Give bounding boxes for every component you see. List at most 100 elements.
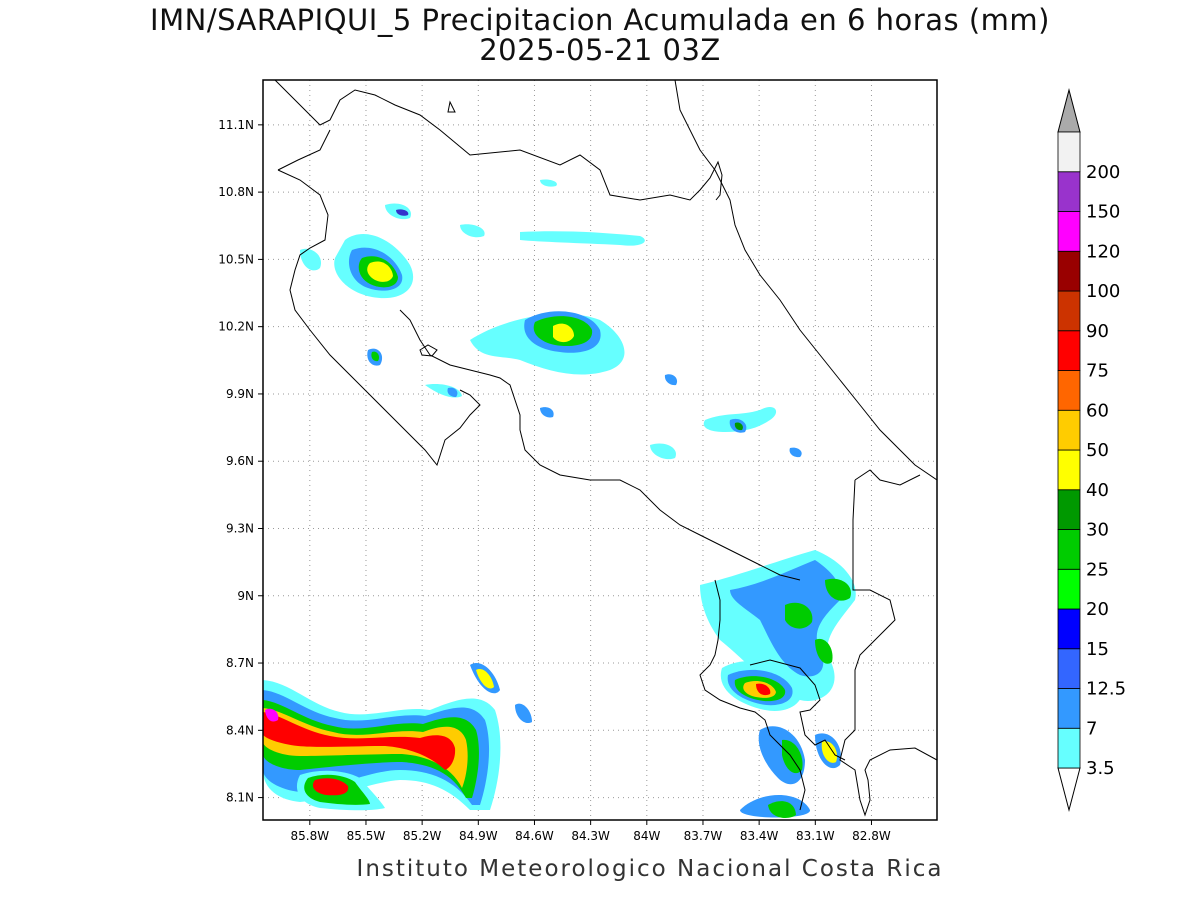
chira-island <box>419 344 438 357</box>
colorbar-label: 3.5 <box>1086 758 1115 779</box>
lon-tick-label: 85.2W <box>403 829 442 843</box>
precip-area-limon <box>703 407 777 432</box>
precip-area-talamanca-e <box>815 638 833 664</box>
precip-area-spot8 <box>650 443 676 460</box>
lon-tick-label: 83.7W <box>684 829 723 843</box>
precip-area-golfito-core <box>821 741 838 763</box>
map-valid-time: 2025-05-21 03Z <box>479 33 721 67</box>
colorbar-swatch <box>1057 648 1081 689</box>
map-frame <box>262 79 938 821</box>
precipitation-field <box>263 179 856 818</box>
lon-tick-label: 84W <box>633 829 660 843</box>
coastlines-borders <box>274 80 937 817</box>
colorbar-swatch <box>1057 608 1081 650</box>
precip-area-offshore-south-max <box>312 778 349 796</box>
colorbar-label: 75 <box>1086 361 1109 382</box>
colorbar-swatch <box>1057 409 1081 451</box>
lake-nicaragua-shore <box>274 80 723 201</box>
lat-lon-grid <box>263 80 937 820</box>
precip-area-spot9 <box>789 447 802 458</box>
caribbean-coast <box>674 80 937 481</box>
north-border <box>277 129 331 171</box>
colorbar-swatch <box>1057 250 1081 292</box>
colorbar: 3.5 7 12.5 15 20 25 30 40 50 60 75 90 100 120 150 200 <box>1057 88 1126 812</box>
axis-ticks: 85.8W 85.5W 85.2W 84.9W 84.6W 84.3W 84W 83.7W 83… <box>218 118 891 843</box>
colorbar-label: 30 <box>1086 520 1109 541</box>
precip-area-nicoya-n <box>300 248 321 271</box>
lat-tick-label: 8.7N <box>226 656 254 670</box>
colorbar-label: 50 <box>1086 440 1109 461</box>
colorbar-swatch <box>1057 688 1081 729</box>
colorbar-label: 12.5 <box>1086 679 1126 700</box>
colorbar-label: 150 <box>1086 202 1120 223</box>
precip-area-spot2 <box>460 224 485 238</box>
lon-tick-label: 82.8W <box>852 829 891 843</box>
precip-area-spot6 <box>540 407 554 418</box>
lat-tick-label: 10.5N <box>218 252 254 266</box>
lat-tick-label: 10.2N <box>218 320 254 334</box>
precip-area-spot1-core <box>396 209 409 216</box>
precip-area-perez-zeledon-max <box>756 683 771 696</box>
colorbar-swatch <box>1057 727 1081 769</box>
precip-area-limon-max <box>734 422 743 431</box>
pacific-coast-north <box>277 169 481 467</box>
colorbar-label: 15 <box>1086 639 1109 660</box>
lon-tick-label: 85.5W <box>347 829 386 843</box>
colorbar-label: 40 <box>1086 480 1109 501</box>
colorbar-swatch <box>1057 370 1081 411</box>
map-background <box>263 80 937 820</box>
precip-area-offshore-band-d <box>263 708 468 788</box>
lon-tick-label: 85.8W <box>291 829 330 843</box>
colorbar-label: 100 <box>1086 281 1120 302</box>
lat-tick-label: 9N <box>237 589 254 603</box>
colorbar-over-arrow <box>1057 88 1081 133</box>
lat-tick-label: 10.8N <box>218 185 254 199</box>
lon-tick-label: 84.9W <box>459 829 498 843</box>
precip-area-offshore-east-core <box>476 669 494 689</box>
colorbar-swatch <box>1057 529 1081 570</box>
precip-area-spot7 <box>664 374 678 386</box>
lat-tick-label: 11.1N <box>218 118 254 132</box>
colorbar-swatch <box>1057 330 1081 371</box>
colorbar-label: 25 <box>1086 559 1109 580</box>
colorbar-swatch <box>1057 211 1081 252</box>
colorbar-label: 120 <box>1086 241 1120 262</box>
lat-tick-label: 8.4N <box>226 723 254 737</box>
lon-tick-label: 84.6W <box>515 829 554 843</box>
precip-area-spot3 <box>540 179 557 187</box>
colorbar-label: 20 <box>1086 599 1109 620</box>
precip-area-tilaran-max <box>367 261 393 282</box>
colorbar-swatch <box>1057 449 1081 491</box>
precip-area-osa-core <box>782 739 803 774</box>
colorbar-label: 200 <box>1086 162 1120 183</box>
precip-area-talamanca-c <box>785 602 813 629</box>
precip-area-south-edge-core <box>768 801 796 818</box>
gulf-nicoya <box>399 309 801 581</box>
small-island <box>447 100 456 113</box>
precip-area-central-max <box>553 323 574 343</box>
map-title: IMN/SARAPIQUI_5 Precipitacion Acumulada … <box>150 3 1050 37</box>
lat-tick-label: 9.9N <box>226 387 254 401</box>
colorbar-label: 60 <box>1086 400 1109 421</box>
colorbar-swatch <box>1057 290 1081 332</box>
osa-peninsula <box>749 659 846 761</box>
lat-tick-label: 9.6N <box>226 454 254 468</box>
precip-area-offshore-spot <box>515 703 532 724</box>
precip-area-offshore-peak <box>265 708 279 722</box>
colorbar-label: 90 <box>1086 321 1109 342</box>
lon-tick-label: 84.3W <box>571 829 610 843</box>
panama-border-south <box>839 479 937 817</box>
precip-area-upala <box>520 231 645 246</box>
colorbar-swatch <box>1057 568 1081 610</box>
precip-area-spot5-core <box>447 387 458 397</box>
precip-area-spot4-core <box>371 351 380 362</box>
pacific-coast-south <box>699 579 806 811</box>
lat-tick-label: 9.3N <box>226 521 254 535</box>
colorbar-under-arrow <box>1057 767 1081 812</box>
colorbar-swatch <box>1057 489 1081 530</box>
precip-area-offshore-band-max <box>263 712 456 770</box>
colorbar-swatch <box>1057 171 1081 212</box>
colorbar-swatch <box>1057 131 1081 173</box>
colorbar-label: 7 <box>1086 718 1097 739</box>
panama-border <box>854 469 921 486</box>
